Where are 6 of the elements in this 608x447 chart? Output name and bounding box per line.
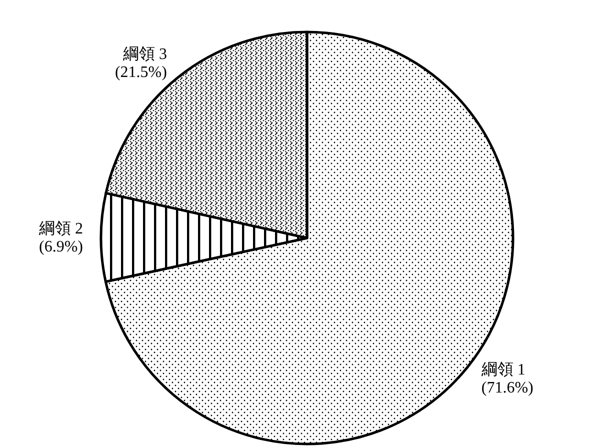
data-label: (21.5%) (114, 64, 167, 82)
data-label: (6.9%) (39, 238, 83, 256)
slice-label: 綱領 3 (122, 46, 167, 64)
slice-label: 綱領 2 (38, 220, 83, 238)
data-label: (71.6%) (481, 380, 534, 397)
slice-label: 綱領 1 (480, 362, 526, 379)
